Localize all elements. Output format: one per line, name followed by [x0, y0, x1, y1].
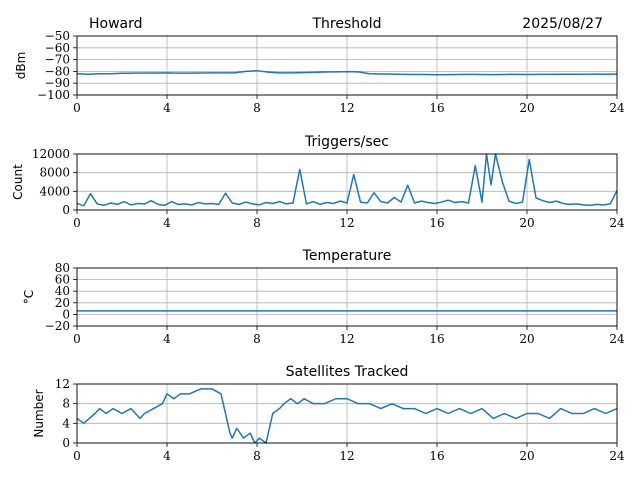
x-tick-label: 0: [73, 449, 81, 463]
x-tick-label: 8: [253, 101, 261, 115]
x-tick-label: 24: [609, 332, 625, 346]
x-tick-label: 16: [429, 216, 444, 230]
y-tick-label: −70: [45, 53, 70, 67]
panel-title: Satellites Tracked: [286, 364, 409, 380]
y-tick-label: −60: [45, 41, 70, 55]
plot-frame: [76, 267, 618, 327]
y-axis-label: Number: [32, 389, 46, 437]
panel-title: Temperature: [302, 248, 392, 264]
y-tick-label: 4: [62, 416, 70, 430]
plot-frame: [76, 35, 618, 96]
x-tick-label: 24: [609, 101, 625, 115]
y-tick-label: 8000: [39, 166, 70, 180]
x-tick-label: 8: [253, 216, 261, 230]
x-tick-label: 20: [519, 216, 534, 230]
x-tick-label: 24: [609, 216, 625, 230]
panel-title: Triggers/sec: [304, 134, 389, 150]
x-tick-label: 24: [609, 449, 625, 463]
x-tick-label: 12: [339, 216, 354, 230]
y-tick-label: −100: [37, 88, 70, 102]
y-tick-label: 12: [55, 377, 70, 391]
x-tick-label: 4: [163, 332, 171, 346]
y-tick-label: 4000: [39, 184, 70, 198]
x-tick-label: 20: [519, 449, 534, 463]
x-tick-label: 12: [339, 449, 354, 463]
x-tick-label: 20: [519, 332, 534, 346]
x-tick-label: 4: [163, 216, 171, 230]
y-tick-label: −90: [45, 76, 70, 90]
y-tick-label: −80: [45, 64, 70, 78]
series-line-1: [76, 69, 618, 76]
x-tick-label: 0: [73, 332, 81, 346]
x-tick-label: 16: [429, 101, 444, 115]
panel-1: 0 4 8 12 16 20 24 −50−60−70−80−90−100 Threshold d…: [14, 16, 625, 115]
y-tick-label: 40: [55, 284, 70, 298]
plot-frame: [76, 153, 618, 211]
y-tick-label: −20: [45, 319, 70, 333]
y-tick-label: −50: [45, 29, 70, 43]
x-tick-label: 4: [163, 101, 171, 115]
x-tick-label: 16: [429, 449, 444, 463]
x-tick-label: 8: [253, 449, 261, 463]
panel-title: Threshold: [312, 16, 382, 32]
x-tick-label: 12: [339, 332, 354, 346]
y-axis-label: °C: [22, 290, 36, 304]
report-date: 2025/08/27: [522, 16, 603, 32]
series-line-1: [76, 388, 618, 444]
y-axis-label: Count: [11, 164, 25, 200]
plot-frame: [76, 383, 618, 444]
x-tick-label: 20: [519, 101, 534, 115]
series-line-1: [76, 153, 618, 207]
y-tick-label: 12000: [32, 147, 70, 161]
y-tick-label: 80: [55, 261, 70, 275]
x-tick-label: 12: [339, 101, 354, 115]
x-tick-label: 0: [73, 216, 81, 230]
x-tick-label: 16: [429, 332, 444, 346]
panel-4: 0 4 8 12 16 20 24 0 4 8 12 Satellites Tracked Number: [32, 364, 625, 463]
y-tick-label: 60: [55, 273, 70, 287]
y-tick-label: 0: [62, 436, 70, 450]
x-tick-label: 4: [163, 449, 171, 463]
y-tick-label: 8: [62, 397, 70, 411]
y-tick-label: 20: [55, 296, 70, 310]
y-tick-label: 0: [62, 307, 70, 321]
y-axis-label: dBm: [14, 52, 28, 80]
y-tick-label: 0: [62, 203, 70, 217]
station-name: Howard: [89, 16, 143, 32]
chart-panels: 0 4 8 12 16 20 24 −50−60−70−80−90−100 Threshold d…: [11, 16, 625, 463]
x-tick-label: 8: [253, 332, 261, 346]
x-tick-label: 0: [73, 101, 81, 115]
panel-2: 0 4 8 12 16 20 24 0 4000 8000 12000 Triggers/sec Cou…: [11, 134, 625, 230]
